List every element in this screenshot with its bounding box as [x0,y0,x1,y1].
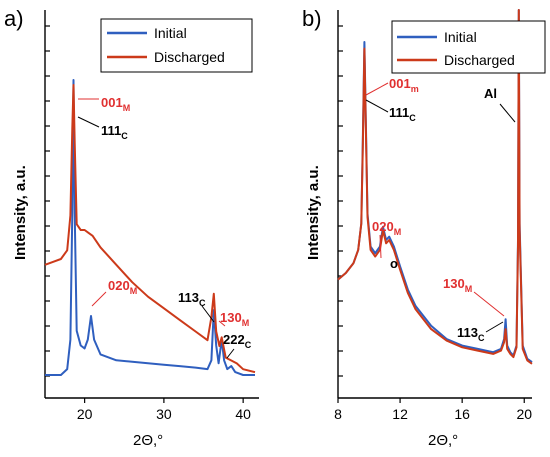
ann-b-130M-leader [473,291,505,317]
ann-b-001m: 001m [389,76,419,94]
ann-b-001m-leader [365,82,389,96]
x-tick-label: 20 [516,406,532,422]
panel-a-annotations: 001M 111C 020M 113C 130M 222C [77,95,252,359]
x-tick-label: 20 [77,406,93,422]
panel-a-legend-initial: Initial [154,25,187,41]
x-tick-label: 12 [392,406,408,422]
ann-a-130M: 130M [220,310,249,328]
ann-b-113C: 113C [457,325,485,343]
series-line-discharged [44,84,256,374]
panel-b-legend-initial: Initial [444,29,477,45]
panel-b-label: b) [302,6,322,31]
ann-b-130M: 130M [443,276,472,294]
ann-b-111C-leader [365,99,389,113]
ann-a-020M: 020M [108,278,137,296]
panel-a: a) 20 30 40 2Θ,° Intensity, a.u. Initial D… [4,6,259,449]
panel-b-legend: Initial Discharged [391,20,546,74]
panel-b-series [337,9,533,365]
ann-b-020M-leader [379,234,382,259]
panel-a-legend: Initial Discharged [100,18,253,73]
panel-b-annotations: 001m 111C 020M o 130M 113C Al [365,76,516,343]
panel-b-y-ticks [338,25,343,377]
panel-b-x-label: 2Θ,° [428,432,458,449]
ann-a-111C: 111C [101,123,128,141]
panel-a-y-label: Intensity, a.u. [12,165,29,260]
ann-a-113C: 113C [178,290,206,308]
ann-a-113C-leader [201,305,215,323]
panel-a-series [44,79,256,376]
x-tick-label: 30 [156,406,172,422]
x-tick-label: 8 [334,406,342,422]
ann-b-111C: 111C [389,105,416,123]
ann-b-Al: Al [484,86,497,101]
x-tick-label: 40 [235,406,251,422]
x-tick-label: 16 [454,406,470,422]
ann-a-222C: 222C [223,332,252,350]
ann-b-o: o [390,256,398,271]
ann-b-Al-leader [499,103,516,123]
panel-a-x-label: 2Θ,° [133,432,163,449]
ann-b-020M: 020M [372,219,401,237]
panel-a-label: a) [4,6,24,31]
panel-b: b) 8 12 16 20 2Θ,° Intensity, a.u. Initial … [302,6,546,449]
panel-a-y-ticks [45,25,50,377]
panel-a-legend-box [100,18,253,73]
ann-a-001M: 001M [101,95,130,113]
panel-a-x-ticks: 20 30 40 [77,398,251,422]
panel-b-x-ticks: 8 12 16 20 [334,398,532,422]
series-line-discharged [337,9,533,365]
ann-b-113C-leader [485,321,504,333]
ann-a-020M-leader [91,291,107,307]
ann-a-130M-leader [218,320,226,327]
panel-b-y-label: Intensity, a.u. [305,165,322,260]
ann-a-111C-leader [77,116,100,128]
series-line-initial [45,79,255,376]
panel-a-legend-discharged: Discharged [154,49,225,65]
panel-b-legend-box [391,20,546,74]
ann-a-222C-leader [226,348,235,359]
panel-b-legend-discharged: Discharged [444,52,515,68]
